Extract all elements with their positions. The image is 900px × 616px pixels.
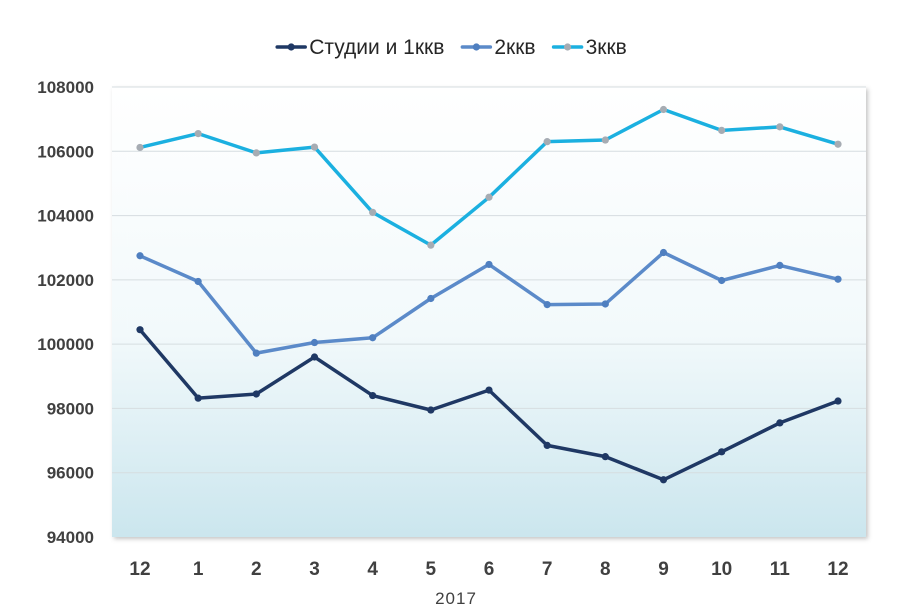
x-tick-label: 1 (193, 559, 204, 580)
x-tick-label: 7 (542, 559, 553, 580)
data-point (659, 476, 668, 484)
data-point (659, 105, 668, 114)
data-point (543, 441, 551, 449)
data-point (776, 123, 784, 131)
data-point (310, 143, 319, 151)
data-point (194, 394, 202, 402)
legend-item: 3ккв (551, 36, 627, 59)
x-tick-label: 3 (309, 559, 320, 580)
data-point (601, 453, 609, 461)
plot-area (112, 87, 866, 537)
data-point (252, 149, 260, 157)
x-tick-label: 9 (658, 559, 669, 580)
legend-item: Студии и 1ккв (275, 36, 444, 59)
legend-swatch-marker (472, 43, 480, 51)
series-3 (136, 105, 842, 249)
data-point (485, 193, 493, 201)
data-point (310, 338, 319, 347)
x-tick-label: 12 (129, 559, 150, 580)
data-point (659, 248, 668, 257)
legend-swatch-marker (563, 43, 572, 51)
data-point (136, 143, 144, 152)
data-point (718, 448, 726, 456)
data-point (252, 390, 260, 398)
data-point (136, 252, 144, 260)
data-point (427, 241, 435, 249)
data-point (776, 419, 784, 427)
data-point (136, 326, 144, 334)
data-point (427, 406, 435, 414)
x-tick-label: 5 (426, 559, 437, 580)
data-point (194, 277, 202, 286)
data-point (776, 261, 784, 269)
legend-label: Студии и 1ккв (309, 36, 444, 59)
legend-swatch-marker (287, 43, 295, 51)
legend-item: 2ккв (460, 36, 536, 59)
data-point (718, 276, 726, 285)
series-lines (136, 105, 842, 484)
series-2 (136, 248, 842, 357)
series-1 (136, 326, 842, 484)
y-tick-label: 94000 (47, 528, 94, 547)
legend: Студии и 1ккв 2ккв 3ккв (275, 36, 627, 59)
x-tick-label: 12 (827, 559, 848, 580)
data-point (834, 275, 842, 283)
y-tick-label: 106000 (37, 142, 94, 161)
x-axis-ticks: 12 1 2 3 4 5 6 7 8 9 10 11 12 (129, 559, 848, 580)
data-point (310, 353, 319, 361)
data-point (252, 349, 260, 357)
x-tick-label: 2 (251, 559, 262, 580)
y-tick-label: 100000 (37, 335, 94, 354)
x-tick-label: 11 (770, 559, 791, 580)
data-point (485, 386, 493, 394)
data-point (601, 300, 609, 308)
data-point (369, 334, 377, 342)
data-point (194, 130, 202, 138)
y-tick-label: 102000 (37, 271, 94, 290)
y-tick-label: 98000 (47, 399, 94, 418)
data-point (369, 391, 377, 400)
x-tick-label: 4 (367, 559, 378, 580)
legend-label: 2ккв (494, 36, 535, 59)
x-axis-title: 2017 (435, 589, 477, 608)
data-point (543, 301, 551, 309)
legend-label: 3ккв (586, 36, 627, 59)
data-point (427, 294, 435, 303)
data-point (834, 140, 842, 148)
data-point (834, 397, 842, 405)
y-axis-ticks: 94000 96000 98000 100000 102000 104000 106000 1… (37, 78, 94, 547)
data-point (601, 136, 609, 144)
data-point (485, 260, 493, 269)
gridlines (112, 86, 866, 474)
y-tick-label: 96000 (47, 464, 94, 483)
x-tick-label: 6 (484, 559, 495, 580)
data-point (369, 208, 377, 216)
x-tick-label: 10 (711, 559, 732, 580)
y-tick-label: 104000 (37, 207, 94, 226)
data-point (718, 126, 726, 134)
y-tick-label: 108000 (37, 78, 94, 97)
x-tick-label: 8 (600, 559, 611, 580)
data-point (543, 138, 551, 146)
